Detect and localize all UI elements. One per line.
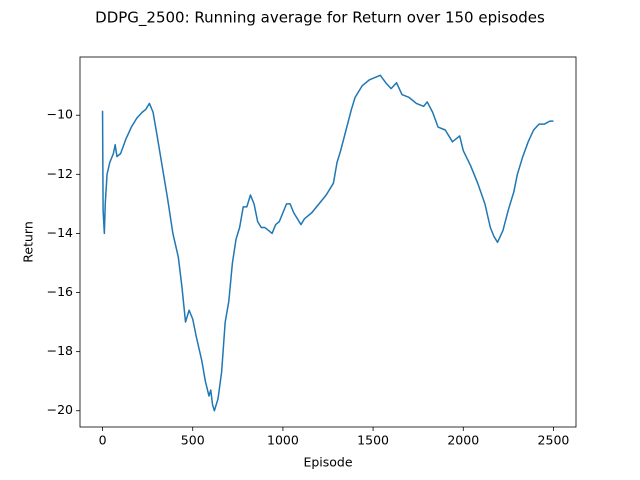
x-tick-label: 2500	[538, 433, 570, 448]
y-tick-label: −14	[47, 225, 73, 240]
y-tick-label: −16	[47, 284, 73, 299]
chart-title: DDPG_2500: Running average for Return ov…	[95, 9, 545, 28]
x-tick-label: 500	[181, 433, 205, 448]
x-tick-label: 1500	[357, 433, 389, 448]
plot-frame	[79, 56, 577, 428]
data-line	[101, 74, 554, 412]
y-tick-label: −18	[47, 343, 73, 358]
x-tick-label: 1000	[267, 433, 299, 448]
y-axis-label: Return	[21, 221, 36, 262]
x-tick-label: 2000	[447, 433, 479, 448]
y-tick-label: −12	[47, 166, 73, 181]
x-axis-label: Episode	[303, 455, 352, 470]
y-tick-label: −10	[47, 107, 73, 122]
x-tick-label: 0	[99, 433, 107, 448]
y-tick-label: −20	[47, 402, 73, 417]
